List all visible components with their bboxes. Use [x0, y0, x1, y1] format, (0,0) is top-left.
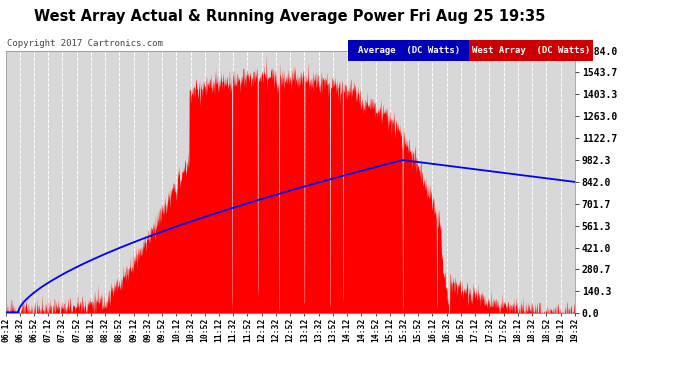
Text: West Array Actual & Running Average Power Fri Aug 25 19:35: West Array Actual & Running Average Powe…: [34, 9, 546, 24]
Text: Average  (DC Watts): Average (DC Watts): [357, 46, 460, 55]
Text: West Array  (DC Watts): West Array (DC Watts): [472, 46, 591, 55]
Text: Copyright 2017 Cartronics.com: Copyright 2017 Cartronics.com: [7, 39, 163, 48]
